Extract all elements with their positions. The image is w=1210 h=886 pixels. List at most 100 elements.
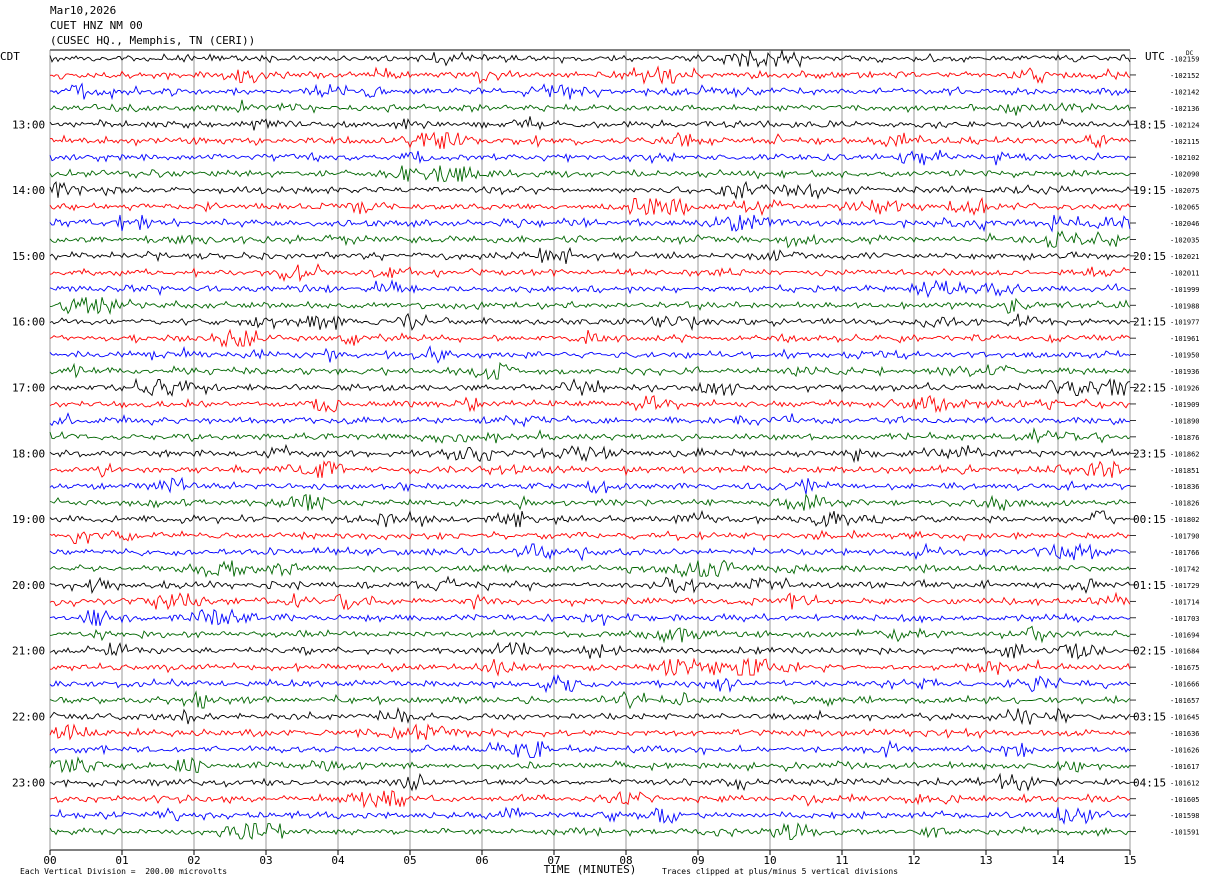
x-tick-label: 12 (907, 854, 920, 867)
right-hour-label: 04:15 (1133, 776, 1166, 789)
seismic-trace (49, 476, 1130, 495)
seismic-trace (49, 312, 1131, 331)
dc-offset-label: -102090 (1170, 171, 1200, 179)
dc-offset-label: -101657 (1170, 697, 1200, 705)
dc-offset-label: -101926 (1170, 385, 1200, 393)
left-timezone-label: CDT (0, 50, 20, 63)
right-hour-label: 01:15 (1133, 579, 1166, 592)
scale-note: Each Vertical Division = 200.00 microvol… (20, 867, 228, 876)
dc-offset-label: -101684 (1170, 648, 1200, 656)
seismic-trace (49, 116, 1131, 131)
seismic-trace (49, 756, 1131, 774)
dc-offset-label: -102046 (1170, 220, 1200, 228)
right-hour-label: 18:15 (1133, 118, 1166, 131)
x-tick-label: 06 (475, 854, 488, 867)
dc-offset-label: -101790 (1170, 533, 1200, 541)
clip-note: Traces clipped at plus/minus 5 vertical … (662, 867, 899, 876)
dc-offset-label: -102011 (1170, 269, 1200, 277)
dc-offset-label: -101936 (1170, 368, 1200, 376)
seismic-trace (49, 657, 1131, 677)
seismic-trace (49, 230, 1131, 249)
dc-offset-label: -101851 (1170, 467, 1200, 475)
x-tick-label: 03 (259, 854, 272, 867)
seismic-trace (49, 559, 1131, 578)
seismic-trace (49, 362, 1131, 381)
date-label: Mar10,2026 (50, 4, 117, 17)
dc-offset-label: -101890 (1170, 417, 1200, 425)
dc-offset-label: -101675 (1170, 664, 1200, 672)
dc-offset-label: -101836 (1170, 483, 1200, 491)
seismic-trace (49, 806, 1131, 825)
seismic-trace (49, 608, 1131, 626)
seismic-trace (49, 443, 1131, 464)
dc-offset-label: -102136 (1170, 105, 1200, 113)
dc-offset-label: -102159 (1170, 56, 1200, 64)
dc-offset-label: -101876 (1170, 434, 1200, 442)
seismic-trace (49, 263, 1131, 283)
seismic-trace (49, 99, 1131, 116)
dc-offset-label: -101598 (1170, 812, 1200, 820)
x-tick-label: 05 (403, 854, 416, 867)
dc-label: DC (1186, 50, 1194, 57)
left-hour-label: 18:00 (12, 447, 45, 460)
seismic-trace (49, 328, 1131, 348)
right-hour-label: 20:15 (1133, 250, 1166, 263)
grid-layer (49, 49, 1136, 855)
seismic-trace (49, 723, 1131, 741)
dc-offset-label: -101636 (1170, 730, 1200, 738)
seismic-trace (49, 131, 1131, 149)
seismic-trace (49, 529, 1131, 544)
left-hour-label: 21:00 (12, 645, 45, 658)
x-tick-label: 11 (835, 854, 848, 867)
seismic-trace (49, 509, 1131, 528)
seismic-trace (49, 739, 1131, 758)
dc-offset-label: -101950 (1170, 352, 1200, 360)
dc-offset-label: -102021 (1170, 253, 1200, 261)
left-hour-label: 19:00 (12, 513, 45, 526)
x-axis-label: TIME (MINUTES) (544, 863, 637, 876)
x-tick-label: 10 (763, 854, 776, 867)
seismic-trace (49, 395, 1131, 414)
seismic-trace (49, 377, 1131, 397)
x-tick-label: 02 (187, 854, 200, 867)
seismic-trace (49, 641, 1131, 661)
seismic-trace (49, 65, 1131, 85)
left-hour-label: 23:00 (12, 776, 45, 789)
right-hour-label: 02:15 (1133, 645, 1166, 658)
seismic-trace (49, 149, 1131, 166)
dc-offset-label: -101703 (1170, 615, 1200, 623)
left-hour-label: 14:00 (12, 184, 45, 197)
dc-offset-label: -102075 (1170, 187, 1200, 195)
seismic-trace (49, 690, 1131, 710)
seismic-trace (49, 345, 1131, 364)
x-tick-label: 13 (979, 854, 992, 867)
seismic-trace (49, 493, 1131, 512)
seismic-trace (49, 625, 1131, 644)
right-hour-label: 19:15 (1133, 184, 1166, 197)
dc-offset-label: -101977 (1170, 319, 1200, 327)
seismic-trace (49, 790, 1131, 809)
seismic-trace (49, 50, 1131, 69)
label-layer: 00 01 02 03 04 05 06 07 08 09 10 11 12 13 14 15 TIME (MI… (0, 50, 1200, 876)
x-tick-label: 07 (547, 854, 560, 867)
left-hour-label: 22:00 (12, 711, 45, 724)
x-tick-label: 15 (1123, 854, 1136, 867)
seismic-trace (49, 296, 1131, 315)
seismic-trace (49, 279, 1131, 299)
dc-offset-label: -101766 (1170, 549, 1200, 557)
dc-offset-label: -101666 (1170, 681, 1200, 689)
left-hour-label: 17:00 (12, 382, 45, 395)
seismic-trace (49, 591, 1131, 611)
location-label: (CUSEC HQ., Memphis, TN (CERI)) (50, 34, 256, 47)
dc-offset-label: -101617 (1170, 763, 1200, 771)
dc-offset-label: -102035 (1170, 236, 1200, 244)
seismic-trace (49, 197, 1131, 217)
x-tick-label: 14 (1051, 854, 1065, 867)
dc-offset-label: -101694 (1170, 631, 1200, 639)
trace-layer (49, 50, 1131, 841)
dc-offset-label: -101714 (1170, 598, 1200, 606)
seismic-trace (49, 822, 1130, 841)
right-hour-label: 22:15 (1133, 382, 1166, 395)
dc-offset-label: -101909 (1170, 401, 1200, 409)
